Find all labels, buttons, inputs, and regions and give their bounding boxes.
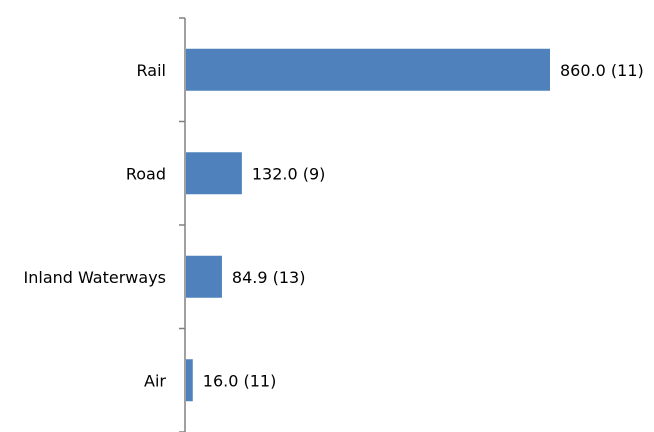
bars-layer (186, 48, 550, 402)
bar-inland-waterways (186, 255, 222, 298)
bar-rail (186, 48, 550, 91)
data-label-inland-waterways: 84.9 (13) (232, 268, 306, 287)
bar-road (186, 152, 242, 195)
category-label-air: Air (144, 371, 166, 390)
category-label-road: Road (126, 164, 166, 183)
axis-layer (179, 17, 186, 432)
category-label-rail: Rail (137, 61, 166, 80)
category-label-inland-waterways: Inland Waterways (24, 268, 166, 287)
data-label-rail: 860.0 (11) (560, 61, 644, 80)
bar-air (186, 359, 193, 402)
data-label-air: 16.0 (11) (203, 371, 277, 390)
data-label-road: 132.0 (9) (252, 164, 326, 183)
labels-layer: Rail 860.0 (11) Road 132.0 (9) Inland Waterw… (24, 61, 644, 391)
